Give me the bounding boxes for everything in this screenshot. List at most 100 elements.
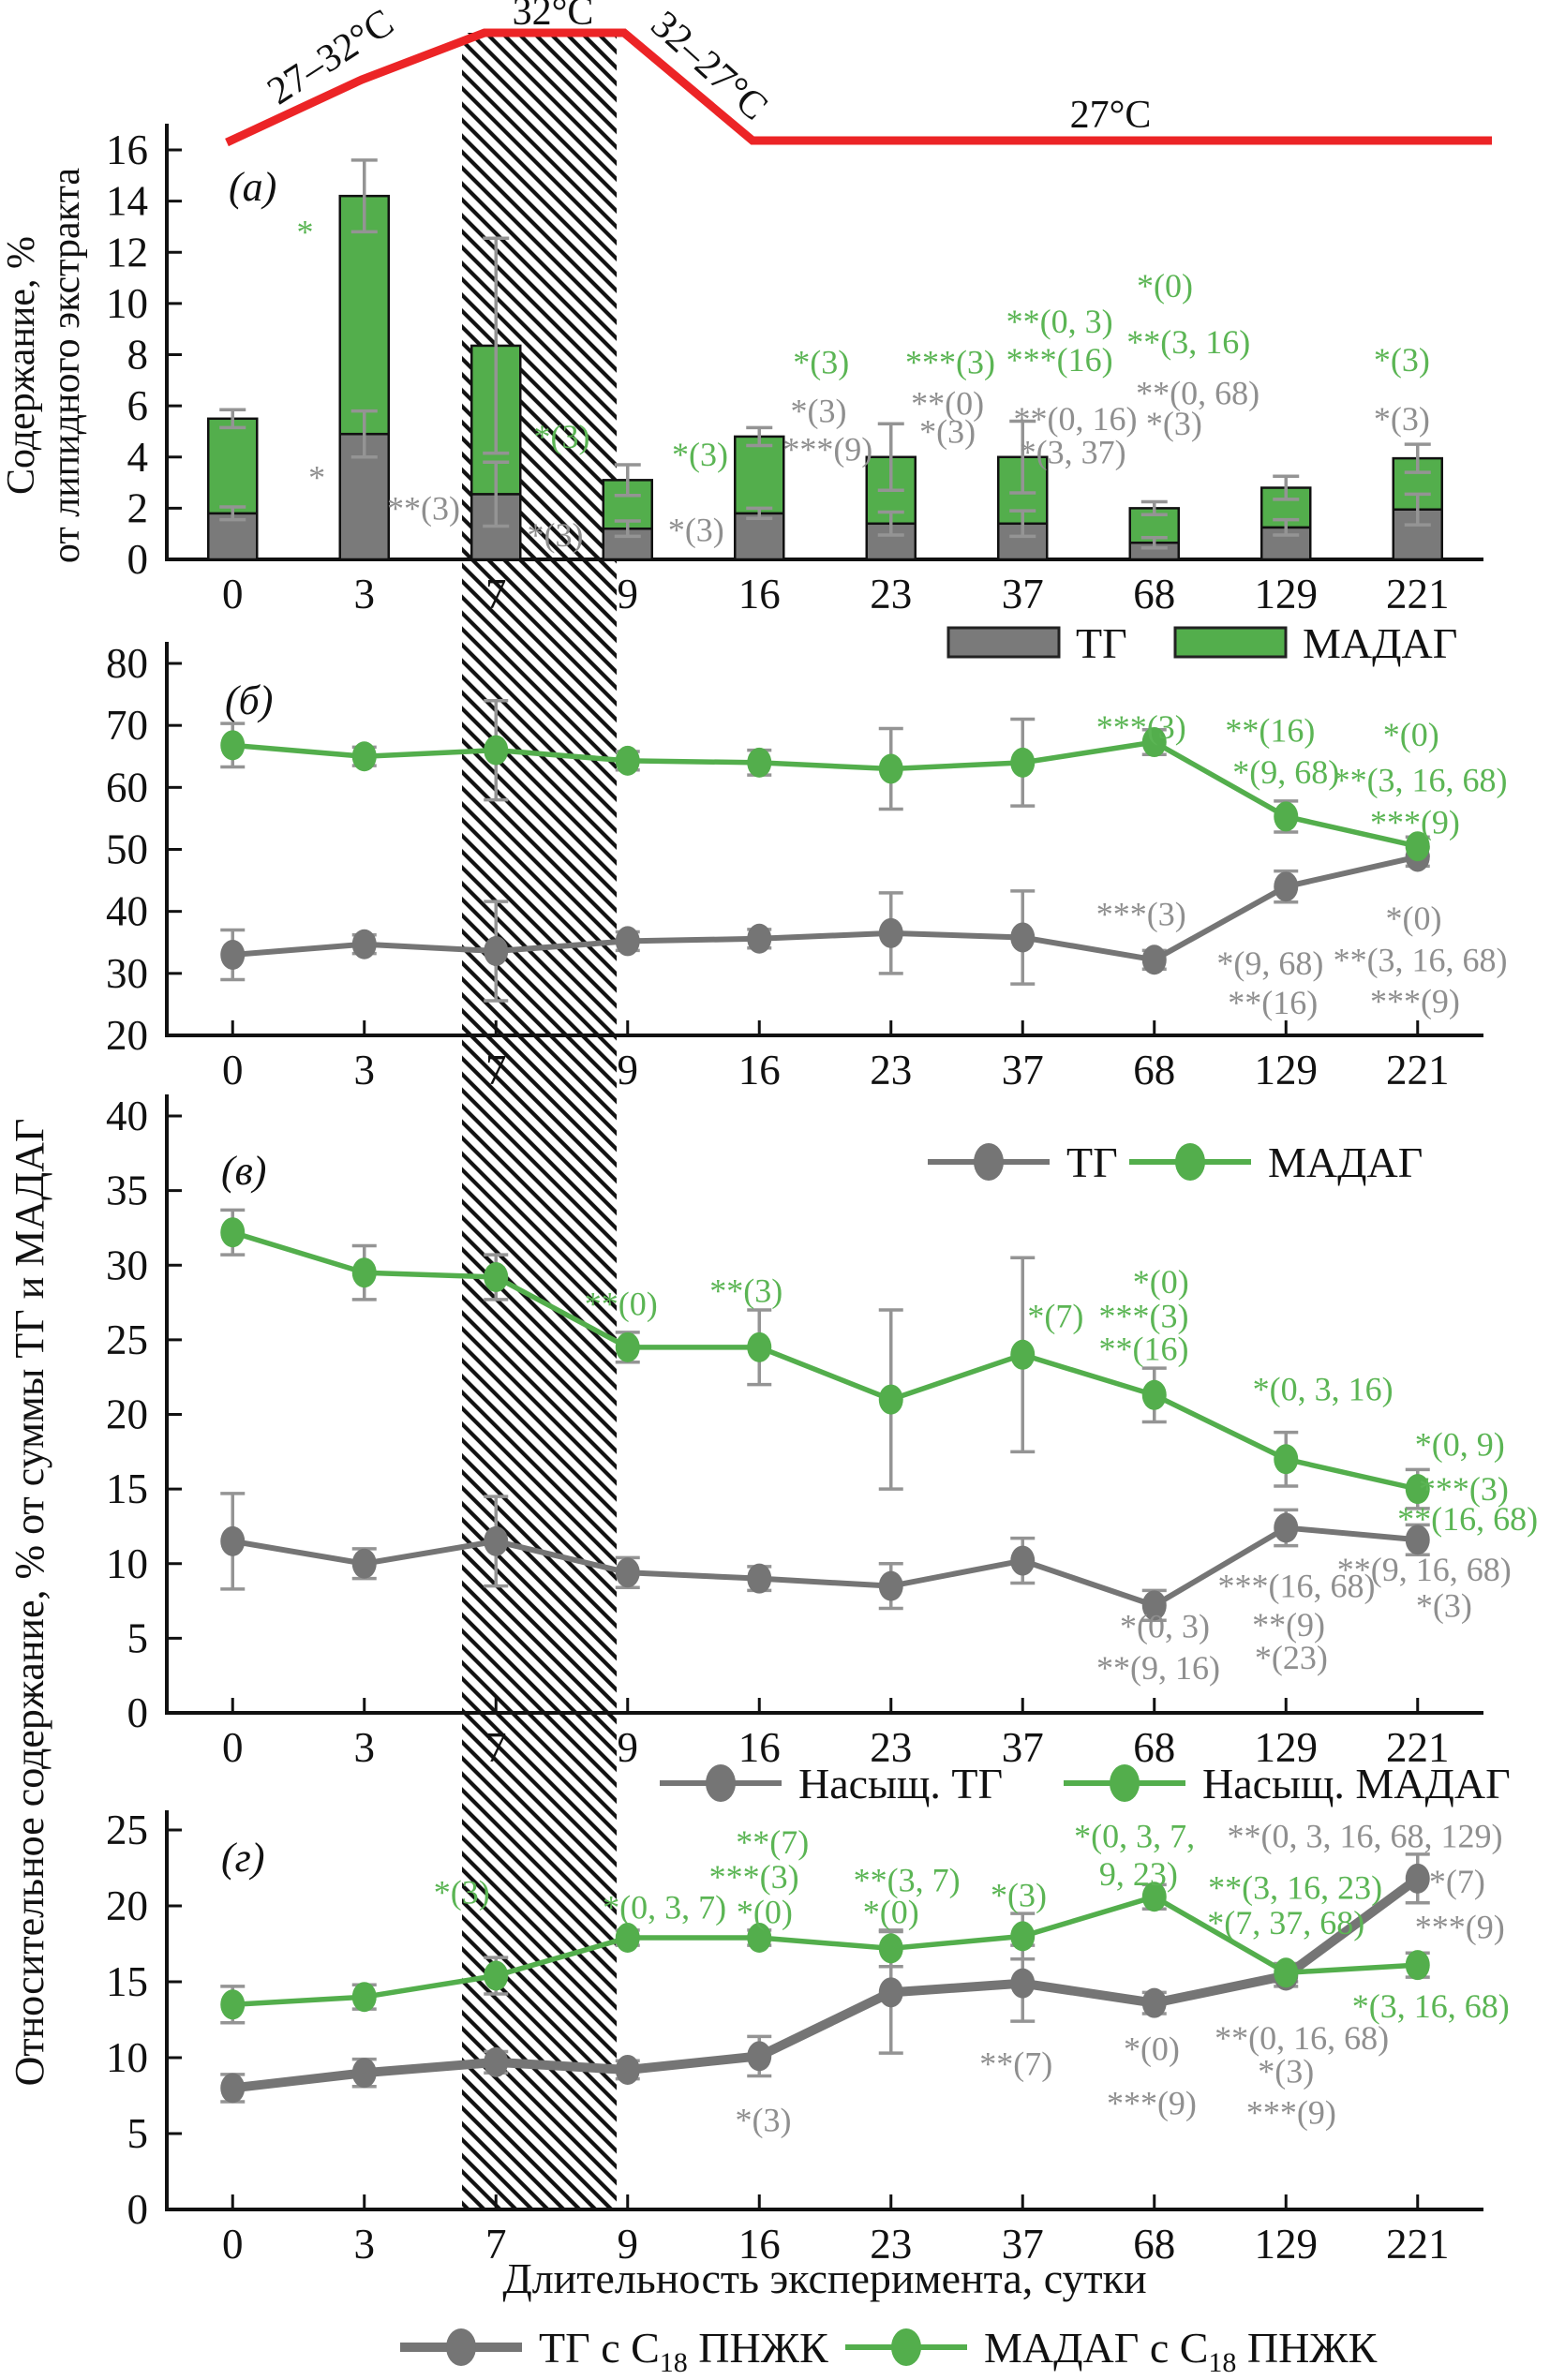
data-point xyxy=(484,735,509,766)
x-tick-label: 3 xyxy=(354,571,376,617)
annotation-green: *(7) xyxy=(1027,1297,1083,1334)
annotation-gray: **(9, 16) xyxy=(1096,1649,1220,1687)
x-tick-label: 16 xyxy=(738,1724,781,1771)
annotation-green: ***(3) xyxy=(1096,708,1186,746)
panel-letter: (а) xyxy=(229,164,276,210)
data-point xyxy=(1010,1968,1036,1999)
legend-label: Насыщ. МАДАГ xyxy=(1202,1760,1511,1807)
annotation-green: **(16) xyxy=(1225,711,1315,749)
significance-annotations: ***(3) **(16)*(9, 68)*(0)**(3, 16, 68)***… xyxy=(1096,708,1508,1021)
legend-marker xyxy=(706,1764,736,1802)
legend-label: МАДАГ с C18 ПНЖК xyxy=(984,2324,1378,2378)
temperature-label: 32°C xyxy=(513,0,594,34)
x-tick-label: 23 xyxy=(870,1047,912,1093)
annotation-gray: ***(9) xyxy=(1370,983,1460,1020)
x-tick-label: 7 xyxy=(485,1724,507,1771)
annotation-green: *(0, 3, 7) xyxy=(603,1889,726,1926)
y-tick-label: 20 xyxy=(106,1012,148,1059)
series-line xyxy=(231,1229,1419,1492)
annotation-gray: *(7) xyxy=(1429,1863,1485,1900)
x-tick-label: 0 xyxy=(222,2221,244,2268)
annotation-gray: *(3) xyxy=(1146,405,1202,442)
data-point xyxy=(878,1570,903,1601)
panel-letter: (г) xyxy=(221,1835,264,1881)
annotation-gray: *(23) xyxy=(1255,1639,1328,1676)
series-line xyxy=(232,854,1419,963)
bar-madag xyxy=(734,435,785,515)
annotation-gray: **(9, 16, 68) xyxy=(1337,1551,1512,1588)
annotation-gray: *(0) xyxy=(1386,900,1442,937)
y-tick-label: 30 xyxy=(106,1242,148,1288)
data-point xyxy=(484,1960,509,1991)
significance-annotations: ****(3)*(3)*(3)*(3)*(3)*(3)*(3)***(9)***… xyxy=(297,213,1430,554)
annotation-gray: **(0, 16) xyxy=(1013,400,1137,438)
data-point xyxy=(1141,1882,1167,1912)
y-tick-label: 10 xyxy=(106,1540,148,1587)
data-point xyxy=(1141,1590,1167,1621)
annotation-gray: *(3) xyxy=(919,412,976,450)
y-tick-label: 70 xyxy=(106,702,148,749)
data-point xyxy=(351,1548,377,1579)
x-tick-label: 3 xyxy=(354,2221,376,2268)
x-tick-label: 3 xyxy=(354,1724,376,1771)
data-point xyxy=(878,1977,903,2008)
panel-letter: (б) xyxy=(225,677,273,723)
legend-label: ТГ xyxy=(1076,619,1127,667)
data-point xyxy=(351,929,377,959)
annotation-green: *(3) xyxy=(793,344,849,381)
x-tick-label: 129 xyxy=(1255,571,1319,617)
annotation-gray: **(16) xyxy=(1228,984,1318,1021)
y-tick-label: 2 xyxy=(127,484,149,531)
data-point xyxy=(1405,831,1430,862)
y-tick-label: 15 xyxy=(106,1465,148,1512)
annotation-green: 9, 23) xyxy=(1099,1855,1178,1893)
panel-letter: (в) xyxy=(221,1148,266,1194)
annotation-gray: ***(9) xyxy=(782,431,872,469)
annotation-green: *(0) xyxy=(1383,716,1439,753)
annotation-green: *(0) xyxy=(1137,267,1193,305)
data-point xyxy=(351,1982,377,2013)
series-tg xyxy=(220,1863,1430,2104)
y-tick-label: 0 xyxy=(127,2186,149,2233)
significance-annotations: **(0) **(3)*(7)*(0)***(3)**(16)*(0, 3, 16… xyxy=(585,1263,1538,1687)
annotation-gray: *(0, 3) xyxy=(1120,1608,1210,1645)
x-tick-label: 37 xyxy=(1002,1724,1044,1771)
x-axis-title: Длительность эксперимента, сутки xyxy=(502,2254,1146,2302)
annotation-green: *(0, 9) xyxy=(1415,1425,1505,1463)
x-tick-label: 68 xyxy=(1133,571,1175,617)
annotation-gray: ***(16, 68) xyxy=(1217,1568,1375,1605)
x-tick-label: 23 xyxy=(870,1724,912,1771)
legend-marker xyxy=(446,2328,476,2366)
legend-marker xyxy=(1175,1143,1205,1181)
annotation-gray: **(0) xyxy=(911,384,984,422)
y-tick-label: 25 xyxy=(106,1316,148,1363)
data-point xyxy=(220,939,246,970)
annotation-green: **(7) xyxy=(736,1823,809,1861)
annotation-green: **(3, 16, 23) xyxy=(1208,1869,1382,1907)
annotation-green: ***(16) xyxy=(1006,341,1113,379)
x-tick-label: 221 xyxy=(1386,1724,1450,1771)
x-tick-label: 37 xyxy=(1002,571,1044,617)
data-point xyxy=(615,1923,640,1954)
legend-label: Насыщ. ТГ xyxy=(798,1760,1003,1807)
x-tick-label: 129 xyxy=(1255,2221,1319,2268)
x-tick-label: 0 xyxy=(222,1047,244,1093)
legend-panel-v: Насыщ. ТГ Насыщ. МАДАГ xyxy=(660,1760,1511,1807)
y-tick-label: 30 xyxy=(106,950,148,997)
x-tick-label: 0 xyxy=(222,571,244,617)
data-point xyxy=(1274,1512,1299,1543)
annotation-green: ***(3) xyxy=(1419,1470,1509,1508)
y-tick-label: 25 xyxy=(106,1807,148,1853)
data-point xyxy=(1010,1339,1036,1370)
y-tick-label: 5 xyxy=(127,1614,149,1661)
data-point xyxy=(1141,727,1167,758)
data-point xyxy=(747,1923,772,1954)
x-tick-label: 68 xyxy=(1133,1047,1175,1093)
data-point xyxy=(220,1989,246,2020)
data-point xyxy=(484,2046,509,2077)
data-point xyxy=(878,1384,903,1415)
data-point xyxy=(747,1563,772,1594)
data-point xyxy=(484,936,509,967)
x-tick-label: 9 xyxy=(618,571,639,617)
